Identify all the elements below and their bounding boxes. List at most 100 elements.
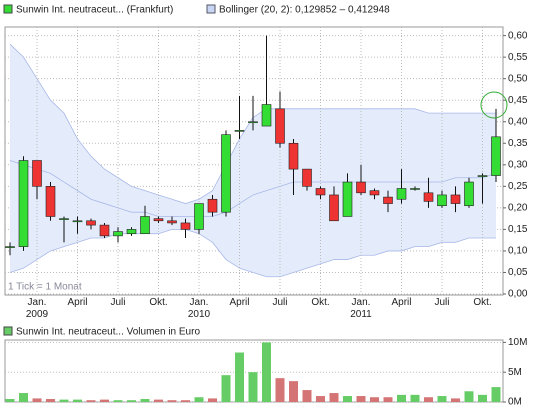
volume-bar	[113, 400, 123, 402]
candle-body	[383, 196, 393, 204]
candle-body	[275, 108, 285, 144]
volume-bar	[248, 372, 258, 402]
volume-bar	[154, 399, 163, 402]
y-tick-label: 5M	[508, 367, 522, 378]
y-tick-label: 0,00	[508, 289, 528, 300]
volume-bar	[437, 396, 447, 402]
volume-bar	[491, 387, 501, 402]
y-tick-label: 0,25	[508, 181, 528, 192]
candle-body	[302, 168, 312, 187]
candle-body	[369, 190, 380, 196]
volume-bar	[46, 399, 55, 402]
highlight-circle	[480, 91, 508, 119]
x-tick-label-line: Juli	[110, 297, 125, 308]
candle-body	[464, 181, 474, 207]
y-tick-label: 10M	[508, 337, 527, 348]
candle-body	[396, 188, 407, 200]
x-tick-label: Juli	[110, 297, 125, 308]
candle-body	[423, 192, 434, 202]
volume-bar	[397, 394, 406, 402]
y-tick-label: 0,10	[508, 246, 528, 257]
x-tick-label: Juli	[434, 297, 449, 308]
candle-body	[86, 220, 96, 226]
y-tick-label: 0,20	[508, 203, 528, 214]
volume-bar	[140, 399, 150, 402]
y-tick-label: 0M	[508, 397, 522, 408]
legend-swatch	[206, 4, 216, 14]
x-tick-label: Okt.	[473, 297, 491, 308]
x-tick-label: Okt.	[311, 297, 329, 308]
x-tick-label-line: 2010	[188, 309, 211, 320]
volume-bar	[100, 399, 109, 402]
volume-bar	[127, 400, 136, 402]
volume-bar	[383, 397, 393, 402]
volume-bar	[19, 393, 28, 402]
candle-body	[207, 198, 218, 213]
volume-bar	[262, 342, 271, 402]
candle-body	[18, 160, 29, 247]
candle-body	[315, 188, 326, 196]
bollinger-lower	[9, 229, 496, 278]
volume-bar	[464, 391, 474, 402]
legend-swatch	[3, 326, 13, 336]
candle-body	[342, 181, 353, 217]
candle-body	[450, 194, 461, 204]
candle-body	[329, 194, 339, 222]
x-tick-label: Jan. 2009	[26, 297, 49, 320]
volume-bar	[370, 397, 379, 402]
volume-bar	[356, 396, 366, 402]
y-tick-label: 0,30	[508, 159, 528, 170]
x-tick-label-line: Jan.	[28, 297, 47, 308]
volume-bar	[181, 400, 190, 402]
x-tick-label: April	[67, 297, 87, 308]
y-tick-label: 0,60	[508, 30, 528, 41]
candle-body	[140, 216, 150, 235]
x-tick-label-line: 2009	[26, 309, 49, 320]
volume-bar	[478, 394, 487, 402]
bollinger-band	[10, 44, 496, 277]
y-tick-label: 0,50	[508, 73, 528, 84]
y-tick-label: 0,40	[508, 116, 528, 127]
x-tick-label-line: April	[229, 297, 249, 308]
x-tick-label-line: Juli	[272, 297, 287, 308]
x-tick-label-line: Okt.	[149, 297, 167, 308]
volume-bar	[329, 393, 339, 402]
x-tick-label-line: April	[67, 297, 87, 308]
candle-body	[113, 231, 123, 237]
candle-body	[477, 175, 488, 177]
volume-bar	[86, 400, 96, 402]
legend-swatch	[3, 4, 13, 14]
candle-body	[437, 194, 447, 207]
candle-body	[45, 186, 56, 217]
candle-body	[248, 121, 258, 124]
volume-bar	[5, 399, 15, 402]
x-tick-label: Okt.	[149, 297, 167, 308]
x-tick-label-line: Okt.	[311, 297, 329, 308]
candle-body	[59, 218, 69, 220]
candle-body	[153, 218, 164, 222]
x-tick-label-line: Juli	[434, 297, 449, 308]
x-tick-label-line: Jan.	[352, 297, 371, 308]
candle-body	[180, 222, 191, 230]
candle-body	[99, 224, 110, 237]
volume-bar	[424, 397, 433, 402]
legend-label: Bollinger (20, 2): 0,129852 – 0,412948	[219, 5, 390, 16]
x-tick-label-line: Jan.	[190, 297, 209, 308]
legend-label: Sunwin Int. neutraceut... Volumen in Eur…	[16, 327, 200, 338]
candle-body	[491, 136, 501, 176]
y-tick-label: 0,55	[508, 52, 528, 63]
volume-bar	[208, 398, 217, 402]
legend-label: Sunwin Int. neutraceut... (Frankfurt)	[16, 5, 173, 16]
volume-bar	[302, 390, 312, 402]
volume-bar	[289, 381, 298, 402]
candle-body	[194, 203, 204, 230]
y-tick-label: 0,05	[508, 267, 528, 278]
volume-bar	[451, 398, 460, 402]
x-tick-label: Jan. 2010	[188, 297, 211, 320]
volume-bar	[194, 397, 204, 402]
x-tick-label-line: 2011	[350, 309, 372, 320]
y-tick-label: 0,15	[508, 224, 528, 235]
volume-bar	[316, 396, 325, 402]
volume-bar	[167, 400, 177, 402]
